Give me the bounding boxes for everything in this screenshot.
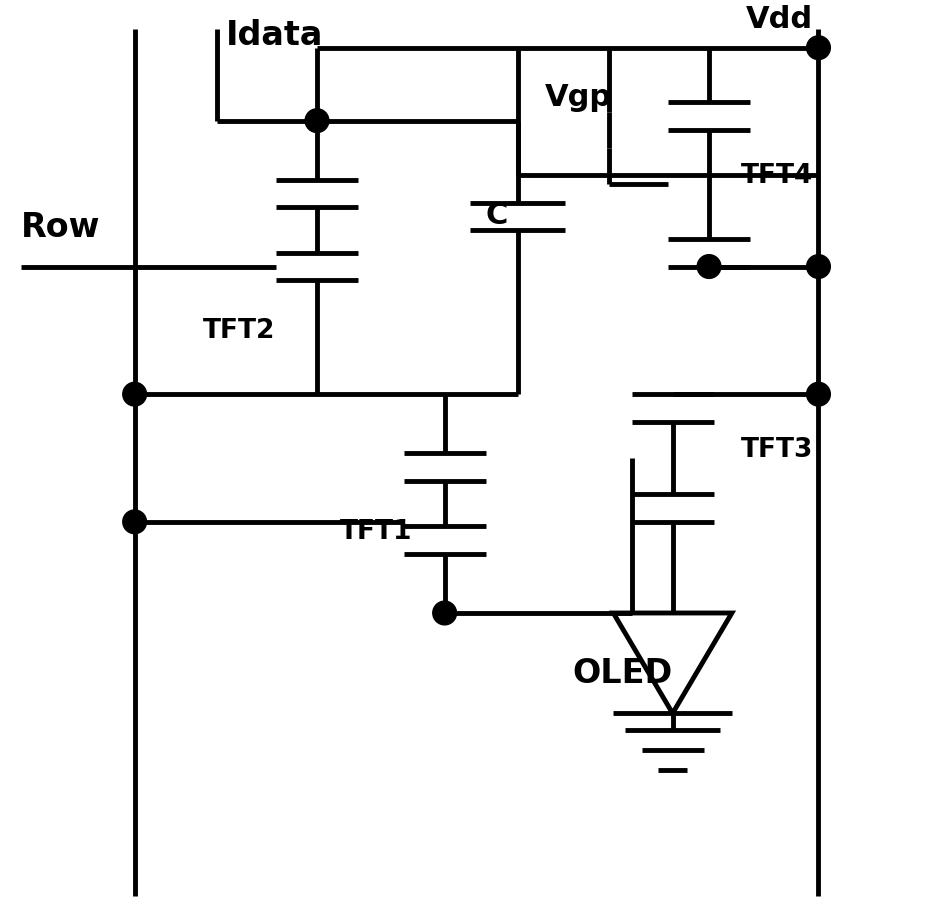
Text: OLED: OLED — [572, 657, 672, 690]
Circle shape — [806, 382, 831, 406]
Text: Vdd: Vdd — [746, 5, 813, 34]
Text: Vgp: Vgp — [545, 82, 612, 112]
Text: TFT4: TFT4 — [741, 163, 813, 189]
Circle shape — [698, 255, 721, 279]
Circle shape — [305, 109, 329, 133]
Circle shape — [806, 36, 831, 60]
Text: TFT1: TFT1 — [340, 519, 413, 545]
Text: TFT3: TFT3 — [741, 437, 814, 462]
Text: C: C — [485, 201, 508, 230]
Circle shape — [432, 601, 457, 625]
Circle shape — [806, 255, 831, 279]
Circle shape — [123, 510, 146, 533]
Text: Row: Row — [21, 210, 100, 244]
Text: Idata: Idata — [226, 19, 323, 53]
Text: TFT2: TFT2 — [203, 318, 276, 344]
Circle shape — [123, 382, 146, 406]
